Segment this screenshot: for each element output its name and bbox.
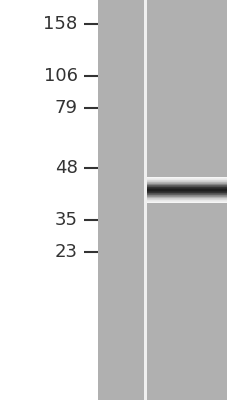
Bar: [146, 200, 227, 201]
Bar: [146, 201, 227, 202]
Bar: [146, 180, 227, 181]
Bar: [143, 0, 146, 400]
Text: 35: 35: [54, 211, 77, 229]
Text: 79: 79: [54, 99, 77, 117]
Bar: [146, 199, 227, 200]
Bar: [146, 192, 227, 193]
Bar: [146, 194, 227, 195]
Bar: [146, 187, 227, 188]
Bar: [146, 193, 227, 194]
Bar: [146, 185, 227, 186]
Text: 23: 23: [54, 243, 77, 261]
Text: 48: 48: [54, 159, 77, 177]
Bar: [146, 191, 227, 192]
Bar: [146, 190, 227, 191]
Bar: [146, 183, 227, 184]
Bar: [146, 188, 227, 189]
Bar: [146, 178, 227, 179]
Bar: [146, 186, 227, 187]
Bar: [146, 182, 227, 183]
Bar: [146, 196, 227, 197]
Bar: [146, 189, 227, 190]
Bar: [146, 177, 227, 178]
Bar: [146, 202, 227, 203]
Bar: [146, 179, 227, 180]
Bar: [146, 197, 227, 198]
Bar: [146, 198, 227, 199]
Bar: [146, 184, 227, 185]
Bar: [146, 181, 227, 182]
Text: 158: 158: [43, 15, 77, 33]
Text: 106: 106: [43, 67, 77, 85]
Bar: [146, 0, 227, 400]
Bar: [98, 0, 143, 400]
Bar: [146, 195, 227, 196]
